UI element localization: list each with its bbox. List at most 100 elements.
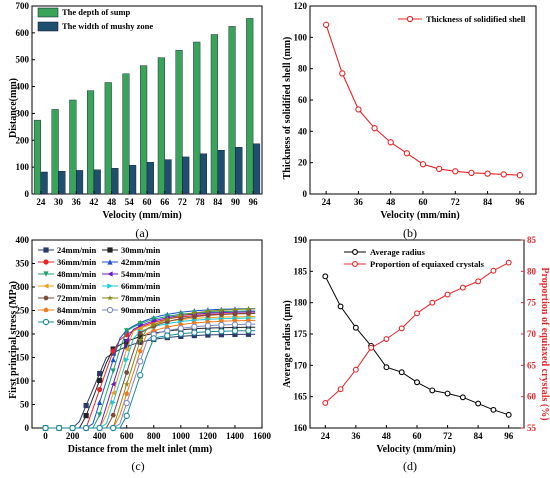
panel-c-point: [137, 325, 143, 331]
panel-d-ytick-label: 165: [294, 392, 308, 402]
panel-c-legend-marker: [107, 283, 113, 289]
panel-d-y2tick-label: 65: [527, 360, 537, 370]
panel-d-xtick-label: 96: [504, 431, 514, 441]
panel-a-bar: [111, 167, 119, 195]
panel-a-ylabel: Distance(mm): [8, 78, 19, 138]
panel-c-series-line: [45, 333, 256, 429]
panel-c-point: [123, 381, 130, 387]
panel-a-xtick-label: 96: [249, 197, 259, 207]
panel-d-point: [383, 364, 390, 371]
panel-a-bar: [104, 82, 112, 195]
panel-a-bar: [193, 41, 201, 195]
panel-b: Thickness of solidified shell (mm) Veloc…: [282, 1, 537, 240]
panel-a-xtick-label: 66: [160, 197, 170, 207]
panel-d-xtick-label: 36: [351, 431, 361, 441]
panel-a-xlabel: Velocity (mm/min): [102, 210, 181, 221]
panel-c-point: [110, 368, 116, 374]
panel-d-point: [459, 284, 466, 291]
panel-c-point: [245, 305, 252, 312]
panel-d-point: [398, 325, 405, 332]
panel-c-ytick-label: 400: [16, 235, 30, 245]
panel-d-ytick-label: 190: [294, 235, 308, 245]
panel-d-point: [398, 369, 405, 376]
panel-d-xtick-label: 72: [443, 431, 453, 441]
panel-c-point: [137, 337, 144, 343]
panel-a-bar: [252, 143, 261, 195]
panel-d-point: [444, 291, 451, 298]
panel-b-ytick-label: 40: [298, 126, 308, 136]
panel-d-point: [322, 273, 329, 280]
panel-a-ytick-label: 400: [16, 82, 30, 92]
panel-a-xtick-label: 30: [54, 197, 64, 207]
panel-b-ylabel: Thickness of solidified shell (mm): [282, 37, 293, 180]
panel-a-bar: [129, 165, 137, 195]
panel-b-point: [403, 150, 411, 157]
panel-c-point: [204, 328, 212, 335]
panel-c-point: [204, 308, 211, 314]
panel-b-ytick-label: 20: [298, 158, 308, 168]
panel-c-point: [218, 307, 225, 313]
panel-c-legend-label: 60mm/min: [57, 281, 96, 291]
panel-b-ytick-label: 60: [298, 95, 308, 105]
panel-c-legend-label: 54mm/min: [121, 269, 160, 279]
panel-d-ytick-label: 180: [294, 298, 308, 308]
panel-b-point: [371, 125, 378, 132]
panel-c-point: [83, 413, 89, 419]
panel-c-point: [150, 321, 157, 328]
panel-c-point: [177, 330, 184, 337]
panel-c-legend-marker: [107, 247, 113, 253]
panel-c-legend-marker: [43, 259, 49, 265]
panel-a-bar: [33, 119, 41, 195]
panel-c-point: [137, 333, 143, 340]
panel-c-legend-label: 90mm/min: [121, 305, 160, 315]
panel-d-point: [414, 379, 420, 386]
panel-c-legend-marker: [43, 295, 49, 301]
panel-d-legend-marker: [352, 261, 358, 267]
panel-b-legend-marker: [406, 15, 414, 23]
panel-b-xtick-label: 84: [483, 197, 493, 207]
panel-c-point: [137, 348, 143, 354]
panel-b-xtick-label: 36: [354, 197, 364, 207]
panel-a-ytick-label: 700: [16, 1, 30, 11]
panel-d-point: [475, 278, 482, 285]
panel-c-legend-label: 72mm/min: [57, 293, 96, 303]
panel-c-point: [231, 321, 239, 328]
panel-c-legend-label: 48mm/min: [57, 269, 96, 279]
panel-c-point: [123, 412, 130, 419]
panel-c-point: [96, 424, 103, 432]
panel-c-point: [124, 328, 130, 334]
panel-d-y2tick-label: 75: [527, 298, 537, 308]
panel-c-point: [69, 424, 76, 432]
panel-c-point: [42, 424, 49, 432]
panel-c-legend-label: 30mm/min: [121, 245, 160, 255]
panel-d-point: [322, 399, 329, 406]
panel-d-point: [444, 390, 451, 397]
panel-a-bar: [69, 99, 77, 195]
panel-a-xtick-label: 48: [107, 197, 117, 207]
panel-d-legend-marker: [352, 249, 358, 255]
panel-b-xtick-label: 48: [386, 197, 396, 207]
panel-c-point: [137, 330, 143, 336]
panel-c-legend-label: 36mm/min: [57, 257, 96, 267]
panel-b-point: [435, 165, 443, 173]
panel-c-point: [218, 312, 224, 317]
panel-d-y2tick-label: 70: [527, 329, 537, 339]
panel-c-point: [97, 377, 103, 384]
panel-d-point: [383, 336, 390, 342]
panel-c-point: [205, 332, 211, 338]
panel-d-point: [368, 344, 375, 351]
panel-a-xtick-label: 78: [196, 197, 206, 207]
panel-c-point: [205, 313, 211, 318]
panel-c-point: [110, 399, 116, 405]
panel-c-xtick-label: 800: [147, 431, 161, 441]
panel-a-xtick-label: 54: [125, 197, 135, 207]
panel-c-point: [124, 357, 130, 363]
panel-d-caption: (d): [403, 459, 417, 473]
panel-a-bar: [75, 170, 84, 195]
panel-a-ytick-label: 300: [16, 108, 30, 118]
panel-d-y2tick-label: 55: [527, 423, 537, 433]
panel-c-point: [55, 424, 63, 432]
panel-c-point: [150, 335, 157, 342]
panel-b-xtick-label: 60: [419, 197, 429, 207]
panel-b-xlabel: Velocity (mm/min): [380, 210, 459, 221]
